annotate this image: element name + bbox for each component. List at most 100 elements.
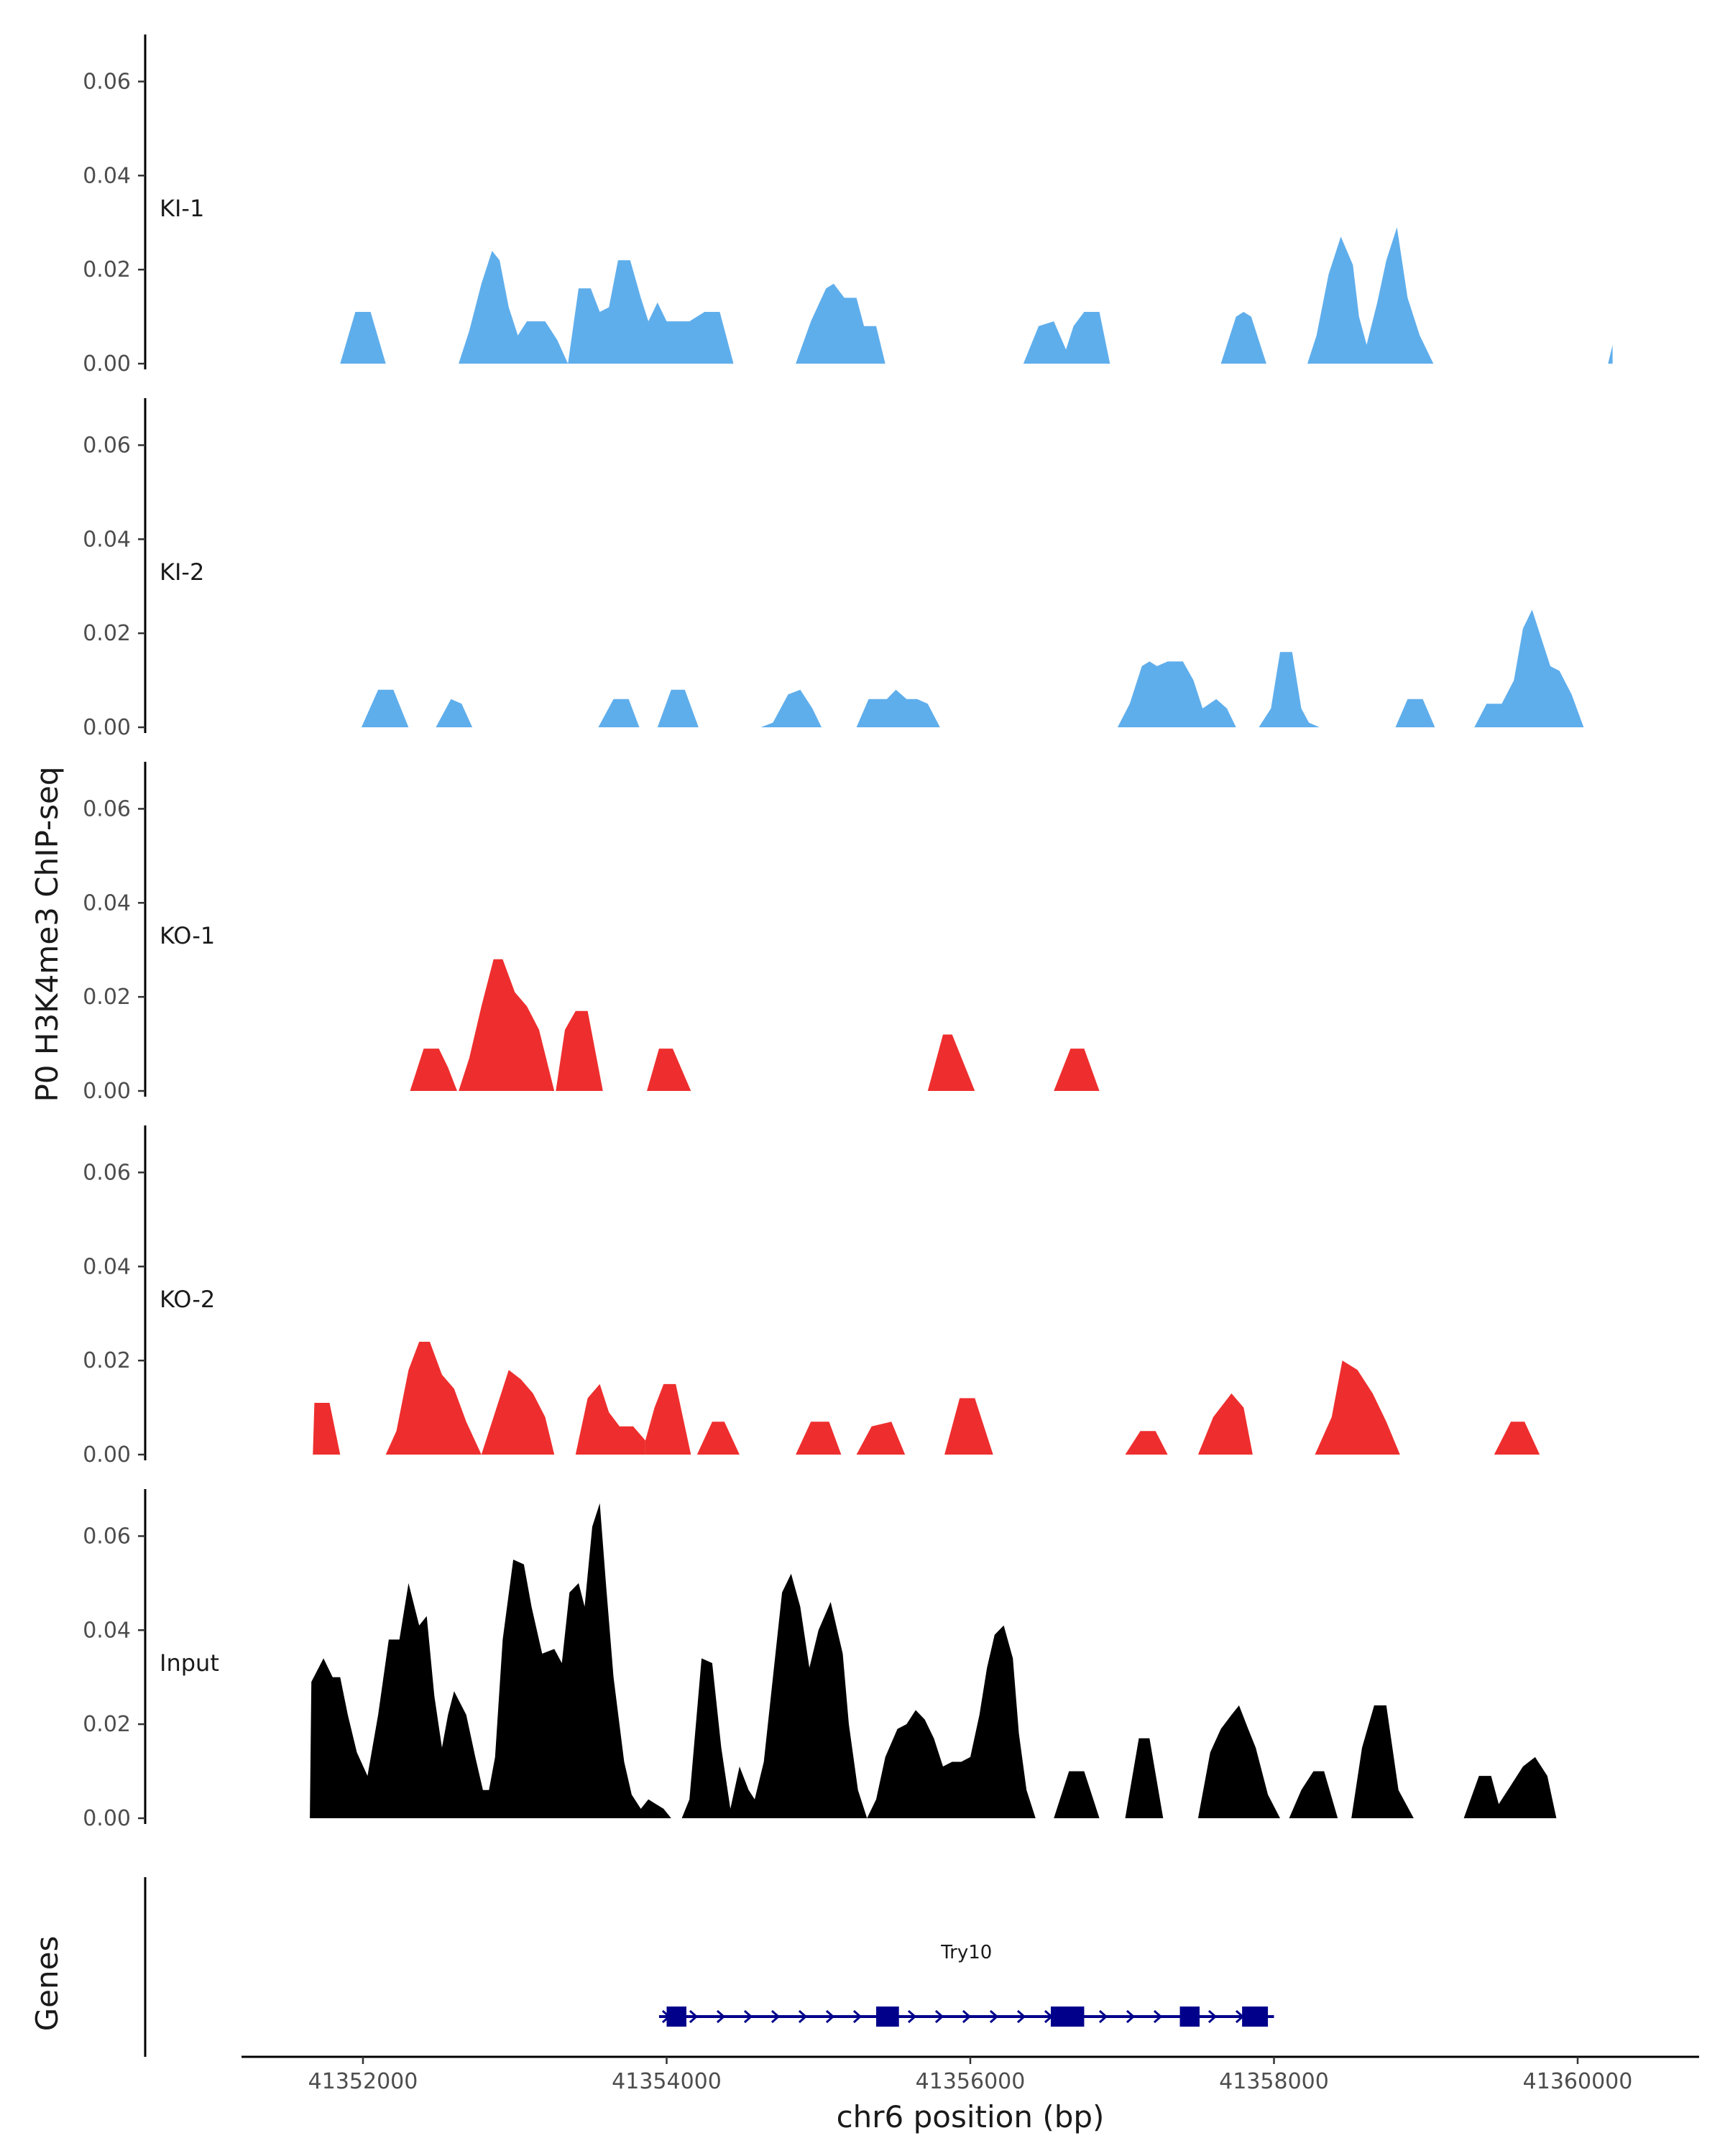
y-tick-label: 0.02: [83, 1712, 131, 1737]
y-tick-label: 0.02: [83, 257, 131, 282]
signal-peak: [1494, 1422, 1540, 1455]
signal-peak: [856, 689, 940, 727]
strand-chevron: [907, 2009, 917, 2024]
signal-peak: [436, 699, 473, 727]
y-tick-label: 0.04: [83, 1254, 131, 1279]
x-tick-label: 41360000: [1523, 2069, 1633, 2094]
strand-chevron: [798, 2009, 808, 2024]
signal-peak: [575, 1383, 645, 1455]
signal-peak: [459, 959, 555, 1091]
signal-peak: [856, 1422, 906, 1455]
y-tick-label: 0.04: [83, 1618, 131, 1643]
signal-peak: [410, 1049, 457, 1091]
signal-peak: [647, 1049, 691, 1091]
y-tick-label: 0.02: [83, 985, 131, 1010]
track-label: KO-1: [160, 922, 215, 949]
track-label: KO-2: [160, 1286, 215, 1313]
signal-peak: [556, 1010, 603, 1091]
signal-peak: [1197, 1393, 1253, 1455]
signal-peak: [340, 312, 386, 364]
genes-track: Try10: [144, 1877, 1274, 2057]
signal-peak: [1125, 1738, 1164, 1818]
gene-name-label: Try10: [940, 1942, 992, 1963]
x-tick-label: 41354000: [612, 2069, 722, 2094]
strand-chevron: [825, 2009, 835, 2024]
strand-chevron: [770, 2009, 781, 2024]
gene-exon: [1050, 2007, 1085, 2027]
signal-peak: [760, 689, 822, 727]
gene-exon: [1179, 2007, 1200, 2027]
signal-peak: [1197, 1705, 1280, 1818]
signal-peak: [1474, 609, 1584, 727]
strand-chevron: [689, 2009, 699, 2024]
strand-chevron: [989, 2009, 999, 2024]
signal-peak: [385, 1342, 482, 1455]
gene-exon: [666, 2007, 686, 2027]
signal-peak: [1125, 1431, 1168, 1455]
track-ko-1: 0.00 0.02 0.04 0.06 KO-1: [83, 762, 1100, 1104]
strand-chevron: [1208, 2009, 1218, 2024]
signal-peak: [645, 1383, 691, 1455]
strand-chevron: [716, 2009, 726, 2024]
gene-try10: Try10: [658, 1942, 1274, 2027]
signal-peak: [681, 1573, 1036, 1818]
signal-peak: [1117, 661, 1236, 727]
signal-peak: [1608, 344, 1613, 364]
signal-peak: [1463, 1756, 1557, 1818]
y-tick-label: 0.06: [83, 69, 131, 94]
x-axis: 41352000 41354000 41356000 41358000 41360000: [242, 2055, 1699, 2094]
signal-peak: [1289, 1771, 1338, 1818]
signal-peak: [1307, 227, 1434, 364]
strand-chevron: [1126, 2009, 1136, 2024]
signal-peak: [944, 1398, 993, 1455]
x-tick-label: 41358000: [1219, 2069, 1329, 2094]
y-tick-label: 0.06: [83, 433, 131, 458]
signal-tracks: 0.00 0.02 0.04 0.06 KI-1 0.00 0.02 0.04 0.06 KI-2…: [83, 34, 1613, 1831]
signal-peak: [598, 699, 640, 727]
track-label: KI-1: [160, 195, 204, 222]
signal-peak: [361, 689, 409, 727]
signal-peak: [1220, 312, 1266, 364]
genes-axis-title: Genes: [29, 1936, 65, 2032]
track-label: Input: [160, 1649, 219, 1677]
y-tick-label: 0.00: [83, 351, 131, 377]
y-tick-label: 0.04: [83, 890, 131, 916]
y-tick-label: 0.00: [83, 1079, 131, 1104]
x-axis-title: chr6 position (bp): [837, 2099, 1105, 2134]
y-tick-label: 0.02: [83, 1348, 131, 1373]
x-tick-label: 41356000: [916, 2069, 1026, 2094]
track-label: KI-2: [160, 558, 204, 586]
signal-peak: [313, 1403, 341, 1455]
signal-peak: [310, 1503, 671, 1818]
signal-peak: [481, 1370, 555, 1455]
signal-peak: [1259, 652, 1320, 727]
y-tick-label: 0.04: [83, 527, 131, 552]
x-tick-label: 41352000: [308, 2069, 418, 2094]
signal-peak: [796, 1422, 842, 1455]
signal-peak: [1351, 1705, 1414, 1818]
y-tick-label: 0.06: [83, 1160, 131, 1185]
y-tick-label: 0.00: [83, 715, 131, 740]
gene-exon: [1242, 2007, 1269, 2027]
strand-chevron: [1098, 2009, 1108, 2024]
gene-exon: [876, 2007, 899, 2027]
signal-peak: [796, 283, 886, 364]
signal-peak: [1023, 312, 1110, 364]
signal-peak: [696, 1422, 740, 1455]
signal-peak: [1395, 699, 1435, 727]
track-ki-1: 0.00 0.02 0.04 0.06 KI-1: [83, 34, 1613, 377]
signal-peak: [927, 1034, 975, 1091]
y-tick-label: 0.00: [83, 1806, 131, 1831]
signal-peak: [459, 251, 569, 364]
strand-chevron: [1153, 2009, 1163, 2024]
y-tick-label: 0.04: [83, 163, 131, 188]
signal-peak: [1315, 1360, 1400, 1455]
y-tick-label: 0.06: [83, 1524, 131, 1549]
y-axis-title: P0 H3K4me3 ChIP-seq: [29, 766, 65, 1102]
signal-peak: [568, 260, 734, 364]
y-tick-label: 0.06: [83, 796, 131, 821]
strand-chevron: [962, 2009, 972, 2024]
track-ko-2: 0.00 0.02 0.04 0.06 KO-2: [83, 1125, 1540, 1468]
y-tick-label: 0.02: [83, 621, 131, 646]
